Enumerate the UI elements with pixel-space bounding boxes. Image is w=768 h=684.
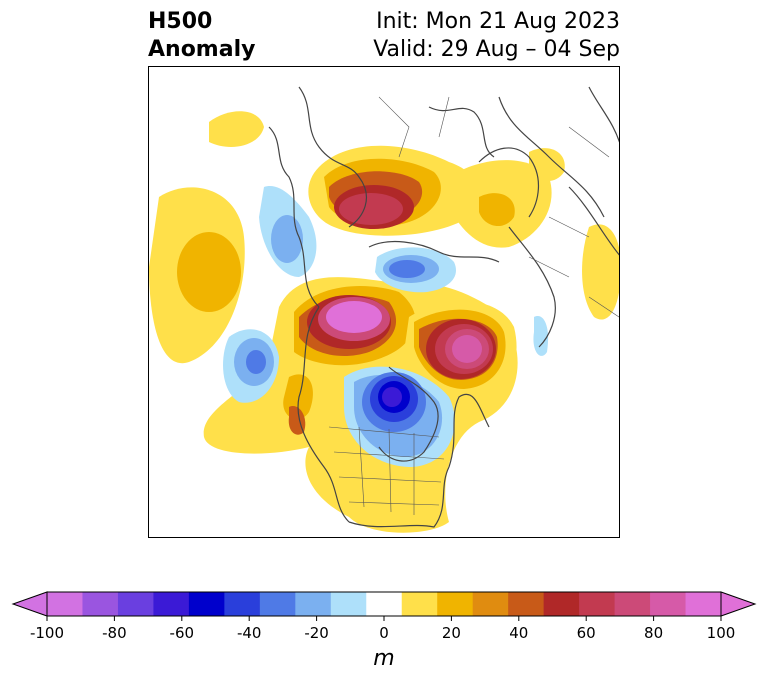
colorbar-segment [543, 592, 580, 616]
colorbar-segment [685, 592, 722, 616]
colorbar-graphic [11, 591, 757, 621]
title-block-right: Init: Mon 21 Aug 2023 Valid: 29 Aug – 04… [373, 8, 620, 64]
colorbar-segment [508, 592, 545, 616]
colorbar-tick-label: -40 [236, 624, 262, 642]
colorbar-tick-label: 100 [706, 624, 736, 642]
colorbar-tick-label: -100 [29, 624, 65, 642]
title-kind: Anomaly [148, 37, 256, 62]
colorbar-segment [82, 592, 119, 616]
colorbar-segment [117, 592, 154, 616]
colorbar-segment [579, 592, 616, 616]
colorbar-tick-label: -60 [169, 624, 195, 642]
colorbar-units: m [373, 646, 395, 671]
colorbar-segment [614, 592, 651, 616]
positive-anomaly-north [308, 145, 565, 248]
negative-anomaly-pacific [223, 186, 549, 403]
colorbar-segment [295, 592, 332, 616]
colorbar-tick-label: 0 [379, 624, 389, 642]
colorbar-tick-label: 60 [576, 624, 596, 642]
title-block-left: H500 Anomaly [148, 8, 255, 64]
colorbar-extend-min [11, 591, 48, 617]
colorbar-tick-label: -80 [102, 624, 127, 642]
colorbar-segment [437, 592, 474, 616]
colorbar-tick-label: 40 [509, 624, 529, 642]
negative-anomaly-arctic [375, 247, 456, 293]
colorbar-segment [650, 592, 687, 616]
colorbar-tick-label: 20 [441, 624, 461, 642]
colorbar-tick-label: 80 [644, 624, 664, 642]
colorbar-segment [330, 592, 367, 616]
colorbar-segment [224, 592, 261, 616]
title-field: H500 [148, 9, 213, 34]
colorbar-segment [259, 592, 296, 616]
colorbar-segment [47, 592, 83, 616]
colorbar-segment [472, 592, 509, 616]
init-time: Init: Mon 21 Aug 2023 [376, 9, 620, 34]
colorbar-segment [153, 592, 190, 616]
positive-anomaly-west [149, 111, 264, 364]
anomaly-map [148, 66, 620, 538]
colorbar-extend-max [720, 591, 757, 617]
map-canvas [149, 86, 619, 533]
negative-anomaly-hudson [344, 366, 455, 467]
colorbar [0, 584, 768, 628]
colorbar-segment [188, 592, 225, 616]
colorbar-segment [401, 592, 438, 616]
colorbar-tick-label: -20 [304, 624, 329, 642]
colorbar-segment [366, 592, 403, 616]
coastlines [268, 86, 619, 528]
valid-period: Valid: 29 Aug – 04 Sep [373, 37, 620, 62]
positive-anomaly-east [404, 224, 619, 402]
borders [328, 96, 619, 515]
